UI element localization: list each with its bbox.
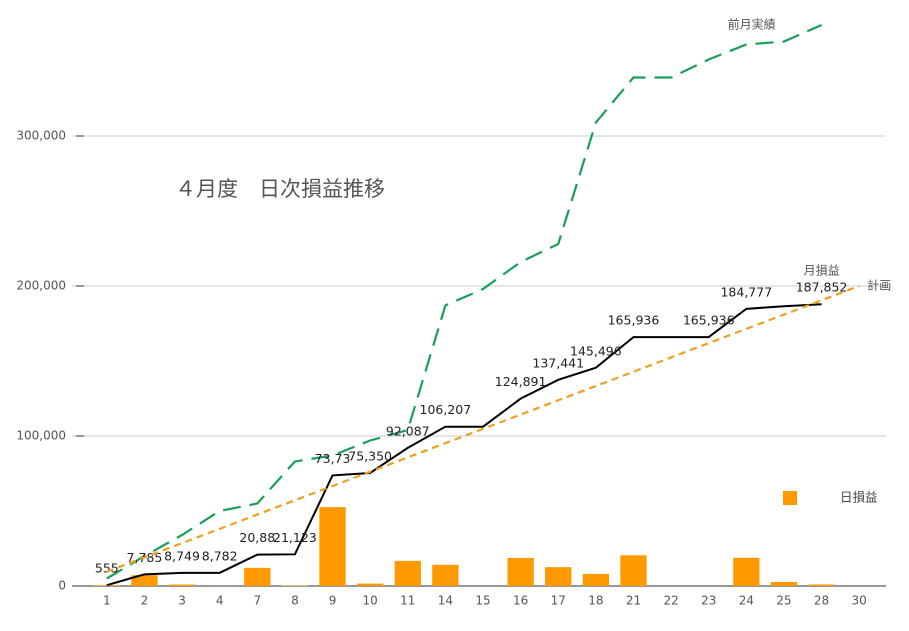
x-tick-label: 23 — [701, 594, 716, 608]
data-label: 106,207 — [420, 402, 472, 417]
bar — [620, 555, 647, 586]
x-tick-label: 2 — [141, 594, 149, 608]
line — [106, 303, 822, 587]
bar — [432, 564, 459, 586]
data-label: 124,891 — [495, 374, 547, 389]
y-tick-label: 200,000 — [16, 278, 66, 292]
x-tick-label: 24 — [739, 594, 754, 608]
y-tick-label: 300,000 — [16, 128, 66, 142]
x-tick-label: 8 — [291, 594, 299, 608]
bar — [168, 584, 196, 586]
line — [106, 284, 860, 573]
bar — [356, 583, 384, 586]
legend-label: 日損益 — [840, 490, 878, 505]
x-tick-label: 30 — [852, 594, 867, 608]
bar — [545, 567, 572, 586]
x-tick-label: 9 — [329, 594, 337, 608]
data-label: 137,441 — [532, 355, 584, 370]
x-tick-label: 16 — [513, 594, 528, 608]
data-label: 184,777 — [720, 284, 772, 299]
x-tick-label: 28 — [814, 594, 829, 608]
data-label: 20,88 — [239, 530, 275, 545]
bar — [582, 573, 610, 586]
data-label: 165,936 — [608, 313, 660, 328]
y-tick-label: 0 — [58, 579, 66, 593]
x-tick-label: 14 — [438, 594, 453, 608]
bar — [808, 584, 835, 586]
bar — [93, 585, 120, 586]
x-tick-label: 17 — [551, 594, 566, 608]
y-tick-label: 100,000 — [16, 428, 66, 442]
x-tick-label: 7 — [253, 594, 261, 608]
x-tick-label: 4 — [216, 594, 224, 608]
bar — [319, 507, 346, 586]
chart-title: ４月度 日次損益推移 — [175, 177, 385, 201]
data-label: 145,496 — [570, 343, 622, 358]
data-label: 555 — [95, 561, 119, 576]
legend-swatch — [783, 491, 797, 505]
x-tick-label: 10 — [363, 594, 378, 608]
x-tick-label: 11 — [400, 594, 415, 608]
x-tick-label: 15 — [475, 594, 490, 608]
data-label: 187,852 — [796, 280, 848, 295]
bar — [770, 581, 798, 586]
series-label: 計画 — [867, 277, 891, 292]
data-label: 73,73 — [315, 451, 351, 466]
bar — [244, 567, 271, 586]
data-label: 75,350 — [348, 448, 392, 463]
bar — [507, 557, 534, 586]
bar — [131, 575, 158, 586]
data-label: 8,749 — [164, 548, 200, 563]
series-label: 前月実績 — [728, 16, 776, 31]
line — [106, 23, 823, 580]
x-tick-label: 22 — [663, 594, 678, 608]
bar — [733, 557, 760, 586]
x-tick-label: 3 — [178, 594, 186, 608]
x-tick-label: 18 — [588, 594, 603, 608]
data-label: 92,087 — [386, 423, 430, 438]
data-label: 21,123 — [273, 530, 317, 545]
bar — [394, 560, 421, 586]
data-label: 165,936 — [683, 313, 735, 328]
x-tick-label: 25 — [776, 594, 791, 608]
x-tick-label: 21 — [626, 594, 641, 608]
series-label: 月損益 — [804, 263, 840, 278]
x-tick-label: 1 — [103, 594, 111, 608]
data-label: 8,782 — [202, 548, 238, 563]
